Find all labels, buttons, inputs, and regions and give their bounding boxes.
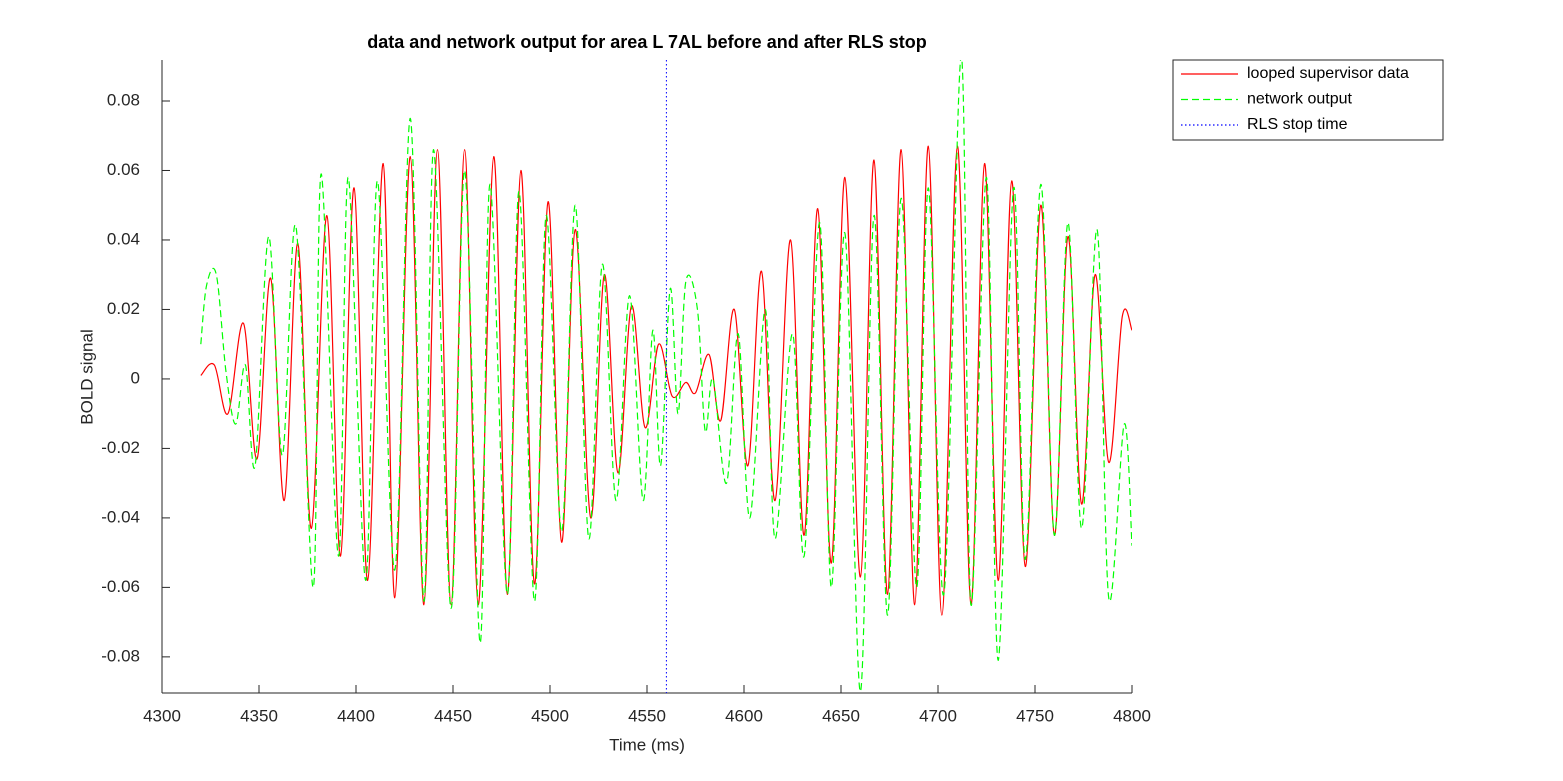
legend-label: network output <box>1247 91 1353 108</box>
x-tick-label: 4450 <box>434 706 472 725</box>
y-tick-label: 0.02 <box>107 299 140 318</box>
x-tick-label: 4300 <box>143 706 181 725</box>
y-tick-label: -0.04 <box>101 507 140 526</box>
y-tick-label: -0.06 <box>101 577 140 596</box>
plot-area <box>200 60 1132 693</box>
x-tick-label: 4550 <box>628 706 666 725</box>
x-tick-label: 4800 <box>1113 706 1151 725</box>
y-tick-label: 0.04 <box>107 229 140 248</box>
x-tick-label: 4500 <box>531 706 569 725</box>
x-tick-label: 4600 <box>725 706 763 725</box>
y-tick-label: 0 <box>131 368 140 387</box>
series-line <box>200 145 1132 616</box>
x-tick-label: 4400 <box>337 706 375 725</box>
y-tick-label: 0.08 <box>107 90 140 109</box>
x-tick-label: 4700 <box>919 706 957 725</box>
x-tick-label: 4750 <box>1016 706 1054 725</box>
y-tick-label: -0.02 <box>101 438 140 457</box>
x-tick-label: 4350 <box>240 706 278 725</box>
y-tick-label: -0.08 <box>101 646 140 665</box>
y-axis-label: BOLD signal <box>77 329 96 424</box>
legend-label: RLS stop time <box>1247 116 1348 133</box>
y-tick-label: 0.06 <box>107 160 140 179</box>
chart-title: data and network output for area L 7AL b… <box>367 32 926 52</box>
series-line <box>200 60 1132 693</box>
legend-label: looped supervisor data <box>1247 65 1409 82</box>
x-axis-label: Time (ms) <box>609 735 685 754</box>
x-tick-label: 4650 <box>822 706 860 725</box>
